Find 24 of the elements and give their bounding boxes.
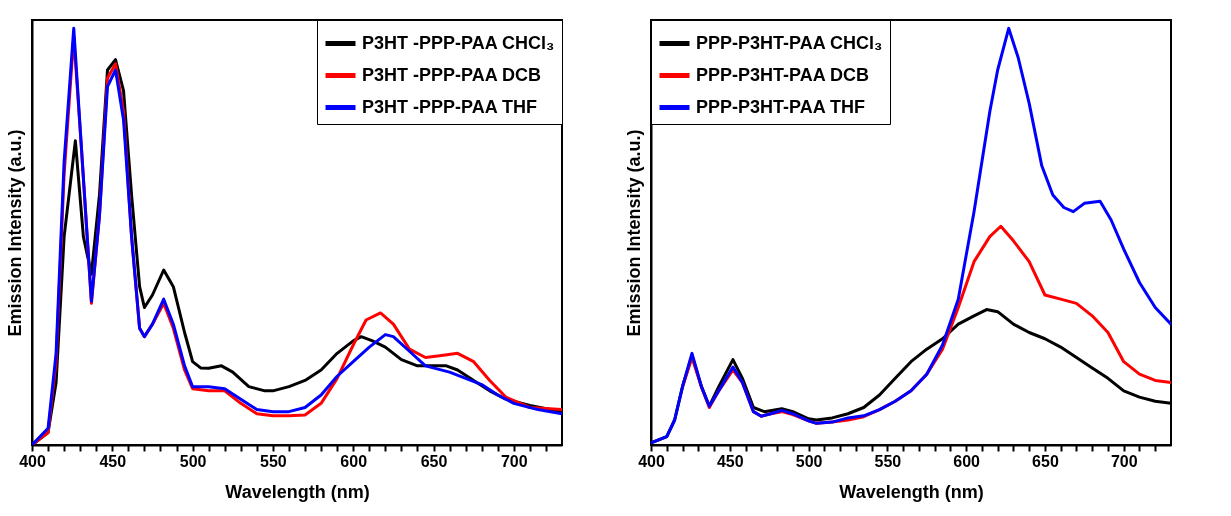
y-axis-title: Emission Intensity (a.u.)	[623, 129, 644, 337]
x-tick-label: 500	[795, 452, 823, 470]
legend-label: PPP-P3HT-PAA CHCl₃	[696, 32, 883, 53]
y-axis-title: Emission Intensity (a.u.)	[4, 129, 25, 337]
x-tick-label: 450	[716, 452, 744, 470]
legend-label: P3HT -PPP-PAA CHCl₃	[362, 32, 555, 53]
legend-label: PPP-P3HT-PAA DCB	[696, 64, 870, 85]
x-tick-label: 500	[179, 452, 207, 470]
legend-label: P3HT -PPP-PAA DCB	[362, 64, 542, 85]
x-tick-label: 400	[19, 452, 46, 470]
x-tick-label: 650	[1032, 452, 1059, 470]
x-tick-label: 450	[99, 452, 127, 470]
x-axis-title: Wavelength (nm)	[225, 481, 370, 502]
x-tick-label: 400	[638, 452, 665, 470]
legend-label: PPP-P3HT-PAA THF	[696, 96, 866, 117]
x-tick-label: 550	[874, 452, 902, 470]
x-tick-label: 700	[500, 452, 528, 470]
legend-label: P3HT -PPP-PAA THF	[362, 96, 538, 117]
x-tick-label: 600	[953, 452, 981, 470]
x-tick-label: 700	[1110, 452, 1138, 470]
x-axis-title: Wavelength (nm)	[839, 481, 984, 502]
x-tick-label: 600	[340, 452, 368, 470]
x-tick-label: 550	[260, 452, 287, 470]
x-tick-label: 650	[420, 452, 448, 470]
